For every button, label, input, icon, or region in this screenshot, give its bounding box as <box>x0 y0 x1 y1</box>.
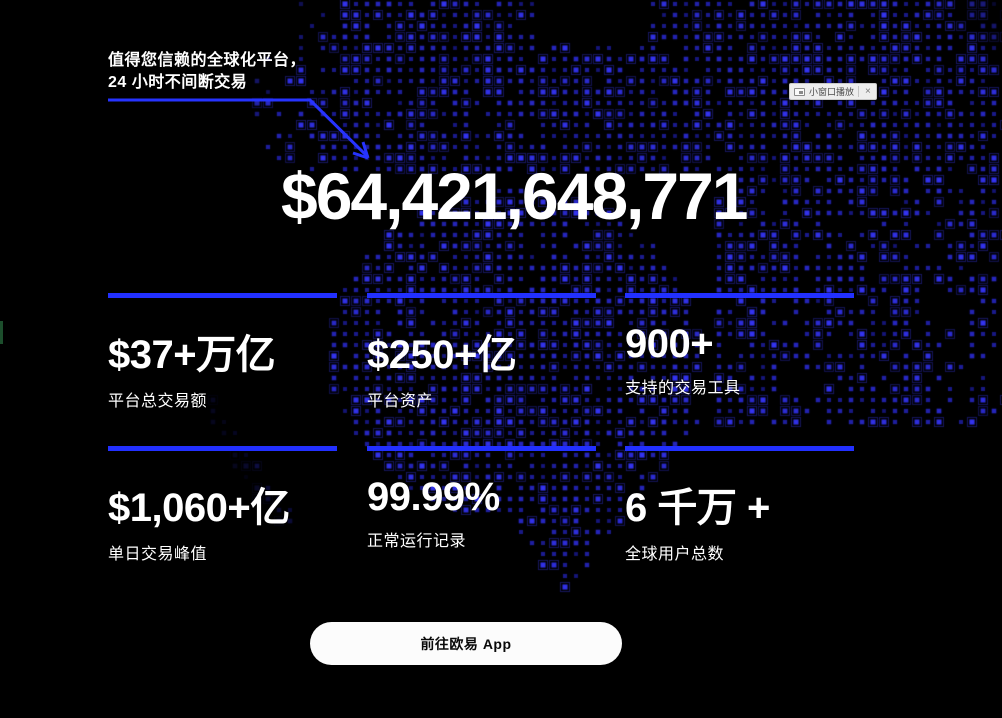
pip-badge-label: 小窗口播放 <box>809 87 855 97</box>
stat-label: 平台总交易额 <box>108 393 208 410</box>
pip-badge[interactable]: 小窗口播放 × <box>789 83 877 100</box>
headline-value: $64,421,648,771 <box>281 159 748 233</box>
stat-divider <box>367 293 596 298</box>
stat-label: 单日交易峰值 <box>108 546 208 563</box>
stat-label: 支持的交易工具 <box>625 380 741 397</box>
stat-cell-total-volume: $37+万亿 平台总交易额 <box>108 293 337 411</box>
stat-label: 正常运行记录 <box>367 533 467 550</box>
go-to-app-button[interactable]: 前往欧易 App <box>310 622 622 665</box>
stat-cell-daily-peak: $1,060+亿 单日交易峰值 <box>108 446 337 564</box>
stat-cell-global-users: 6 千万 + 全球用户总数 <box>625 446 854 564</box>
stat-divider <box>625 446 854 451</box>
stat-value: 99.99% <box>367 475 500 519</box>
stat-label: 平台资产 <box>367 393 434 410</box>
stat-label: 全球用户总数 <box>625 546 725 563</box>
stat-cell-uptime: 99.99% 正常运行记录 <box>367 446 596 551</box>
stat-value: 6 千万 + <box>625 486 770 530</box>
stat-cell-instruments: 900+ 支持的交易工具 <box>625 293 854 398</box>
stat-divider <box>625 293 854 298</box>
stat-value: $1,060+亿 <box>108 486 290 530</box>
stat-divider <box>108 293 337 298</box>
stat-divider <box>367 446 596 451</box>
side-widget-sliver <box>0 321 3 344</box>
tagline: 值得您信赖的全球化平台，24 小时不间断交易 <box>108 52 307 91</box>
pip-separator <box>858 86 860 97</box>
tagline-arrow <box>108 98 370 160</box>
stat-divider <box>108 446 337 451</box>
stat-value: 900+ <box>625 322 714 366</box>
stat-value: $37+万亿 <box>108 333 276 377</box>
stat-cell-platform-assets: $250+亿 平台资产 <box>367 293 596 411</box>
picture-in-picture-icon <box>794 87 805 96</box>
pip-close-button[interactable]: × <box>865 85 871 97</box>
stat-value: $250+亿 <box>367 333 517 377</box>
